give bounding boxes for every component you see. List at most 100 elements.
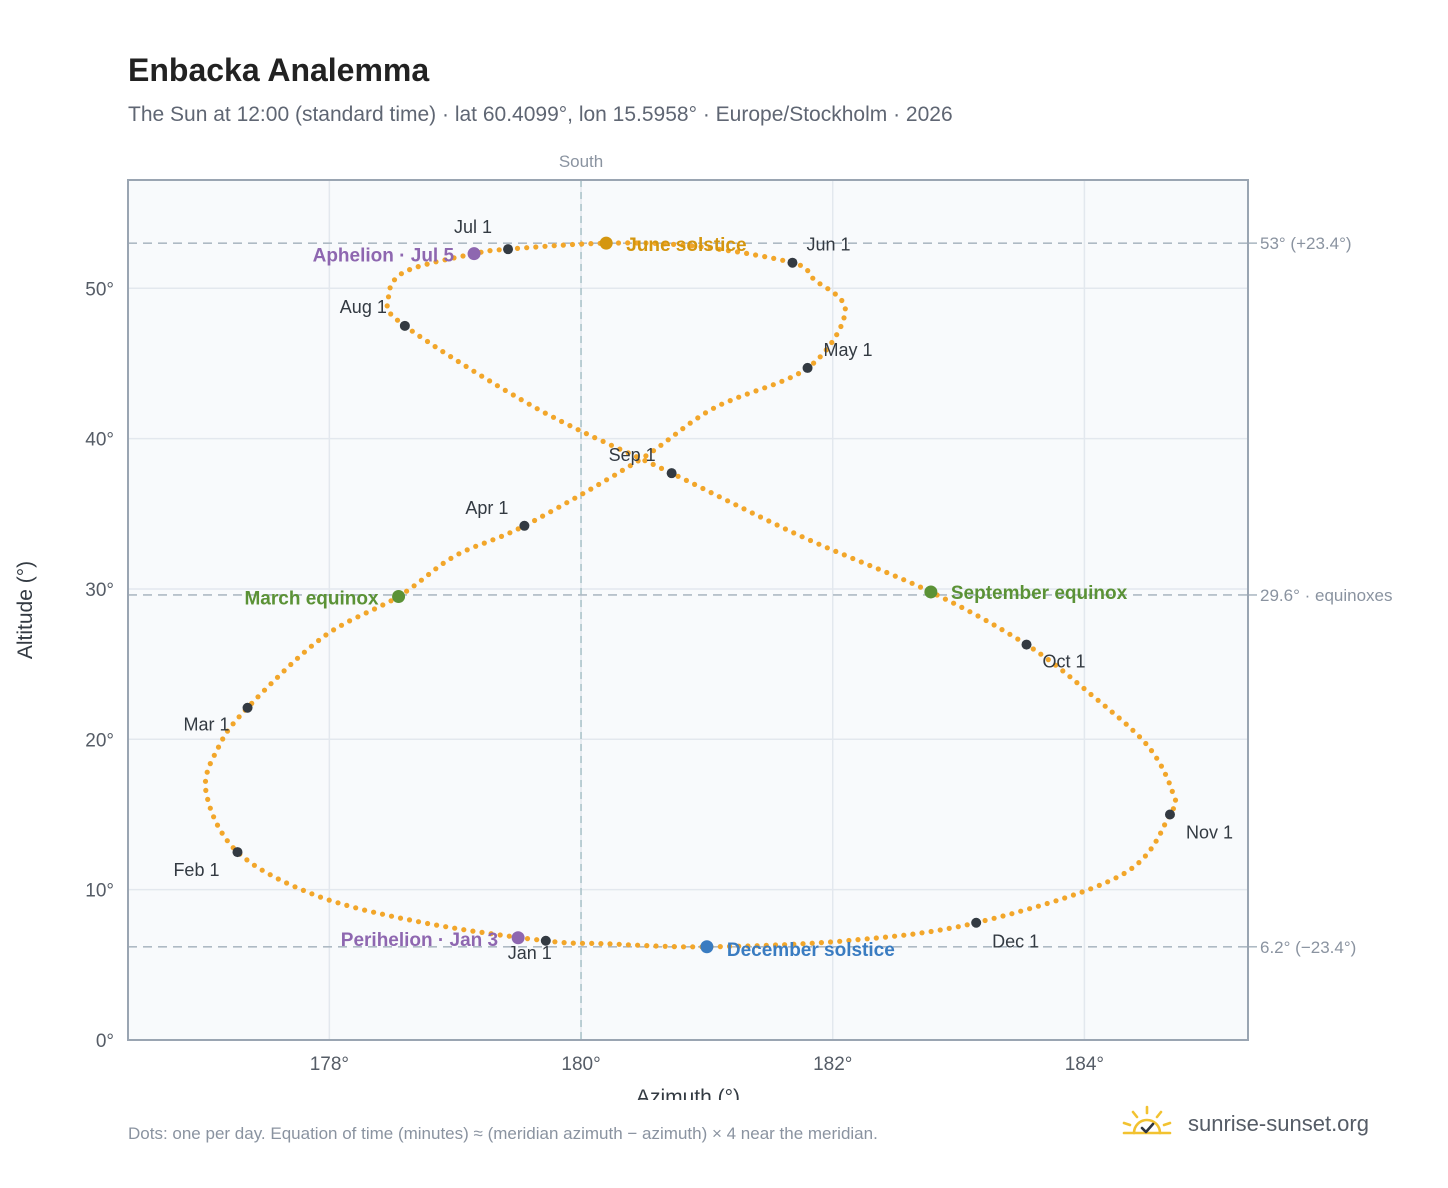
daily-sun-dot <box>838 323 844 330</box>
daily-sun-dot <box>579 241 585 247</box>
daily-sun-dot <box>1007 631 1013 637</box>
month-marker-label: Mar 1 <box>184 715 230 735</box>
daily-sun-dot <box>384 303 390 309</box>
daily-sun-dot <box>575 427 581 433</box>
daily-sun-dot <box>901 932 907 938</box>
daily-sun-dot <box>560 242 566 248</box>
daily-sun-dot <box>1018 908 1024 914</box>
reference-line-label: 53° (+23.4°) <box>1260 234 1352 253</box>
daily-sun-dot <box>680 242 686 248</box>
daily-sun-dot <box>518 397 524 403</box>
month-marker <box>242 702 253 713</box>
daily-sun-dot <box>867 562 873 569</box>
daily-sun-dot <box>1079 889 1085 895</box>
daily-sun-dot <box>460 253 466 259</box>
daily-sun-dot <box>799 534 805 540</box>
daily-sun-dot <box>757 514 764 520</box>
event-marker <box>467 247 481 261</box>
daily-sun-dot <box>463 363 469 369</box>
daily-sun-dot <box>567 423 573 429</box>
daily-sun-dot <box>635 458 641 464</box>
daily-sun-dot <box>540 513 546 519</box>
daily-sun-dot <box>695 415 701 421</box>
daily-sun-dot <box>407 267 413 273</box>
daily-sun-dot <box>203 787 209 794</box>
daily-sun-dot <box>1158 763 1164 769</box>
daily-sun-dot <box>600 438 606 444</box>
daily-sun-dot <box>959 604 965 611</box>
month-marker <box>971 917 982 928</box>
daily-sun-dot <box>817 281 823 287</box>
y-tick-label: 30° <box>85 580 114 601</box>
daily-sun-dot <box>658 442 664 448</box>
daily-sun-dot <box>215 744 222 750</box>
chart-footnote: Dots: one per day. Equation of time (min… <box>128 1124 878 1143</box>
daily-sun-dot <box>1027 906 1033 912</box>
daily-sun-dot <box>559 418 565 425</box>
daily-sun-dot <box>267 872 273 878</box>
daily-sun-dot <box>753 388 759 394</box>
daily-sun-dot <box>300 887 306 894</box>
daily-sun-dot <box>762 385 768 391</box>
daily-sun-dot <box>643 240 649 246</box>
daily-sun-dot <box>975 613 981 619</box>
daily-sun-dot <box>487 248 493 254</box>
daily-sun-dot <box>362 907 368 913</box>
month-marker-label: Jul 1 <box>454 217 492 237</box>
daily-sun-dot <box>797 262 804 268</box>
daily-sun-dot <box>946 925 952 932</box>
daily-sun-dot <box>1113 875 1119 881</box>
daily-sun-dot <box>510 392 516 398</box>
daily-sun-dot <box>1035 903 1041 909</box>
daily-sun-dot <box>1136 734 1143 740</box>
daily-sun-dot <box>534 406 540 412</box>
daily-sun-dot <box>680 426 686 432</box>
daily-sun-dot <box>371 606 378 612</box>
daily-sun-dot <box>488 931 494 937</box>
daily-sun-dot <box>371 909 377 915</box>
daily-sun-dot <box>214 822 221 828</box>
brand[interactable]: sunrise-sunset.org <box>1120 1104 1369 1144</box>
daily-sun-dot <box>1172 797 1179 803</box>
daily-sun-dot <box>588 486 594 492</box>
daily-sun-dot <box>455 358 461 365</box>
daily-sun-dot <box>1044 900 1050 907</box>
daily-sun-dot <box>604 477 610 483</box>
daily-sun-dot <box>919 930 925 936</box>
daily-sun-dot <box>982 917 988 924</box>
daily-sun-dot <box>570 940 576 946</box>
daily-sun-dot <box>727 398 733 404</box>
daily-sun-dot <box>779 378 785 384</box>
month-marker <box>802 362 813 373</box>
daily-sun-dot <box>433 566 439 572</box>
daily-sun-dot <box>910 931 916 937</box>
daily-sun-dot <box>255 694 261 700</box>
daily-sun-dot <box>832 291 838 297</box>
daily-sun-dot <box>451 255 457 261</box>
daily-sun-dot <box>917 584 924 590</box>
daily-sun-dot <box>999 627 1005 633</box>
month-marker <box>1021 639 1032 650</box>
daily-sun-dot <box>326 897 332 903</box>
daily-sun-dot <box>749 510 755 516</box>
daily-sun-dot <box>268 681 274 687</box>
daily-sun-dot <box>616 941 622 947</box>
daily-sun-dot <box>834 332 840 338</box>
daily-sun-dot <box>1142 853 1148 859</box>
daily-sun-dot <box>440 560 446 567</box>
daily-sun-dot <box>625 240 631 246</box>
daily-sun-dot <box>1130 727 1136 733</box>
daily-sun-dot <box>770 382 776 388</box>
daily-sun-dot <box>607 941 613 947</box>
daily-sun-dot <box>1153 838 1159 844</box>
event-marker <box>599 236 613 250</box>
daily-sun-dot <box>625 942 632 948</box>
daily-sun-dot <box>892 933 898 939</box>
daily-sun-dot <box>481 540 487 546</box>
daily-sun-dot <box>1045 657 1051 663</box>
south-label: South <box>559 152 603 171</box>
daily-sun-dot <box>432 344 438 350</box>
daily-sun-dot <box>787 375 793 381</box>
x-tick-label: 180° <box>561 1054 600 1075</box>
daily-sun-dot <box>316 637 322 644</box>
